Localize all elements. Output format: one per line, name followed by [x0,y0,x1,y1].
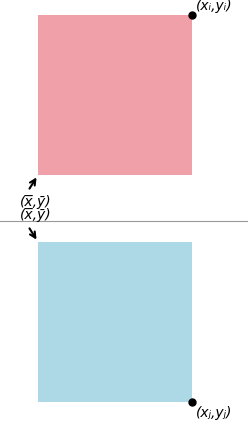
Text: (xᵢ,yᵢ): (xᵢ,yᵢ) [196,0,233,13]
Text: (xⱼ,yⱼ): (xⱼ,yⱼ) [196,406,232,420]
Bar [38,242,192,402]
Bar [38,15,192,175]
Text: (x̅,ȳ): (x̅,ȳ) [20,195,52,209]
Text: (x̅,ȳ): (x̅,ȳ) [20,208,52,222]
